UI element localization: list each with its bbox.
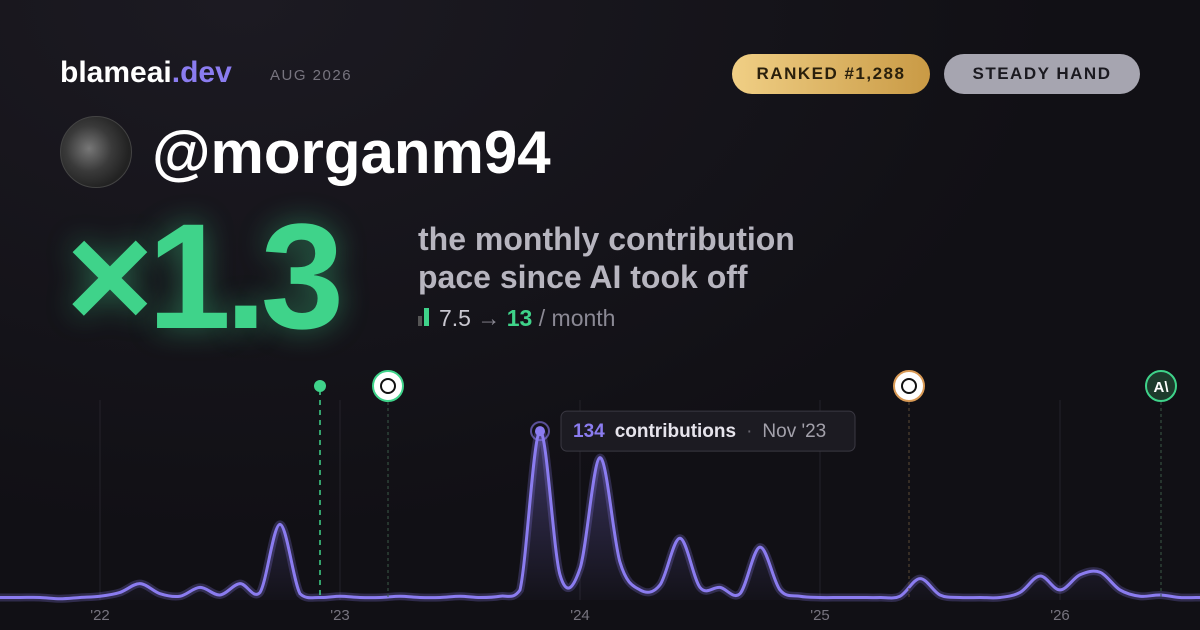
anthropic-glyph: A\ xyxy=(1154,379,1170,396)
tooltip-sep: · xyxy=(746,421,752,442)
bar-icon xyxy=(418,316,422,326)
pace-unit: / month xyxy=(538,305,616,331)
arrow: → xyxy=(477,305,501,331)
area xyxy=(0,431,1200,600)
event-dot xyxy=(314,380,326,392)
pace: 7.5 → 13 / month xyxy=(418,305,615,332)
brand-name: blameai xyxy=(60,56,172,89)
rank-badge: RANKED #1,288 xyxy=(732,54,930,94)
openai-glyph xyxy=(380,378,396,394)
line xyxy=(0,429,1200,601)
anthropic-icon xyxy=(1145,370,1177,402)
brand: blameai.dev xyxy=(60,56,232,90)
openai-icon xyxy=(893,370,925,402)
tooltip-text: 134 contributions · Nov '23 xyxy=(573,421,826,442)
caption: the monthly contribution pace since AI to… xyxy=(418,220,795,296)
brand-tld: .dev xyxy=(171,56,232,89)
pace-after: 13 xyxy=(506,305,533,331)
period: AUG 2026 xyxy=(270,67,353,84)
tooltip-box xyxy=(560,410,856,452)
caption-line: pace since AI took off xyxy=(418,259,748,295)
tooltip-value: 134 xyxy=(573,421,605,442)
peak-ring xyxy=(530,421,550,442)
multiplier: ×1.3 xyxy=(66,192,344,360)
caption-line: the monthly contribution xyxy=(418,221,795,257)
handle: @morganm94 xyxy=(152,119,551,186)
bar-icon xyxy=(424,308,429,326)
tooltip-unit: contributions xyxy=(615,421,736,442)
avatar xyxy=(60,116,132,188)
pace-before: 7.5 xyxy=(439,305,471,331)
tooltip-date: Nov '23 xyxy=(762,421,826,442)
style-badge: STEADY HAND xyxy=(944,54,1140,94)
x-tick-label: '22 xyxy=(90,607,110,624)
openai-icon xyxy=(372,370,404,402)
x-tick-label: '25 xyxy=(810,607,830,624)
x-tick-label: '23 xyxy=(330,607,350,624)
events: A\ xyxy=(314,370,1177,600)
x-tick-label: '24 xyxy=(570,607,590,624)
peak-point xyxy=(535,426,545,437)
tooltip: 134 contributions · Nov '23 xyxy=(560,410,856,452)
x-tick-label: '26 xyxy=(1050,607,1070,624)
openai-glyph xyxy=(901,378,917,394)
